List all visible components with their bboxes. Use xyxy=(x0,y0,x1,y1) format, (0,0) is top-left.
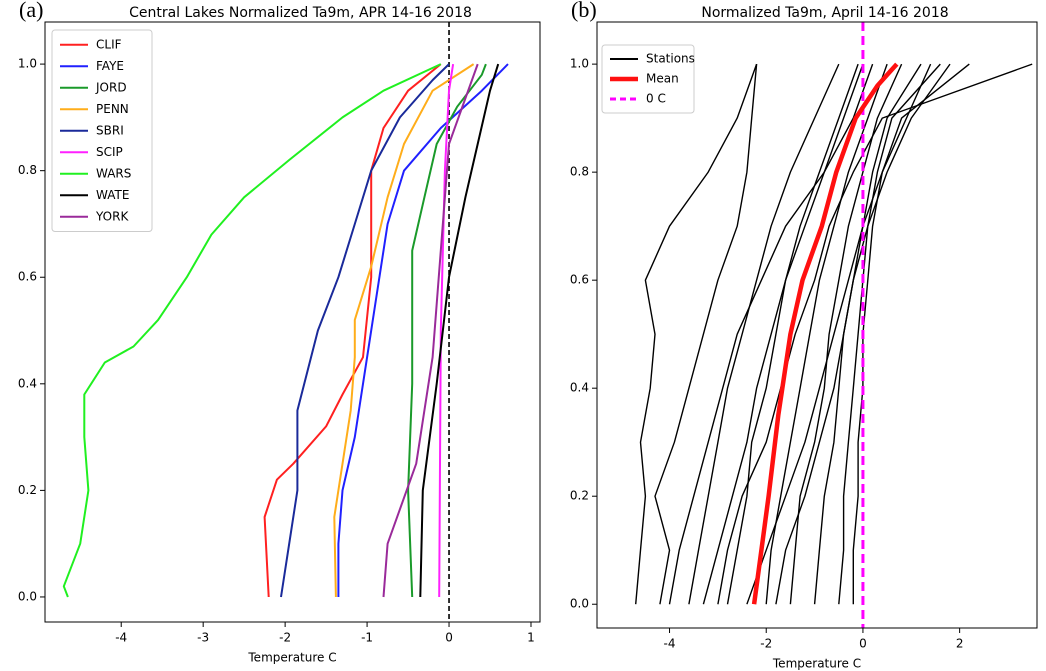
station-line xyxy=(688,63,840,605)
y-tick-label: 0.0 xyxy=(18,589,37,603)
y-tick-label: 0.8 xyxy=(18,163,37,177)
legend-box xyxy=(51,29,153,232)
series-line xyxy=(407,63,487,598)
legend-label: JORD xyxy=(95,80,127,94)
legend-label: 0 C xyxy=(646,92,666,106)
station-line xyxy=(635,63,758,605)
x-tick-label: -3 xyxy=(197,631,209,645)
y-tick-label: 0.2 xyxy=(18,483,37,497)
y-tick-label: 0.8 xyxy=(570,165,589,179)
series-line xyxy=(382,63,479,598)
legend-label: SCIP xyxy=(96,145,123,159)
y-tick-label: 0.6 xyxy=(18,270,37,284)
y-tick-label: 0.2 xyxy=(570,489,589,503)
x-tick-label: -4 xyxy=(664,637,676,651)
x-tick-label: -1 xyxy=(361,631,373,645)
x-tick-label: 1 xyxy=(527,631,535,645)
y-tick-label: 0.6 xyxy=(570,273,589,287)
series-line xyxy=(751,62,899,605)
station-line xyxy=(765,63,888,605)
y-tick-label: 0.0 xyxy=(570,597,589,611)
y-tick-label: 0.4 xyxy=(570,381,589,395)
station-line xyxy=(746,63,932,605)
station-line xyxy=(668,63,874,605)
plot-frame xyxy=(596,21,1038,629)
station-line xyxy=(838,63,941,605)
x-tick-label: -2 xyxy=(279,631,291,645)
chart-title: Normalized Ta9m, April 14-16 2018 xyxy=(701,5,948,21)
x-tick-label: 0 xyxy=(445,631,453,645)
series-line xyxy=(438,63,455,598)
legend-label: WARS xyxy=(96,166,131,180)
series-line xyxy=(337,63,509,597)
x-tick-label: -4 xyxy=(115,631,127,645)
x-tick-label: 0 xyxy=(859,637,867,651)
station-line xyxy=(775,63,951,605)
panel-label: (a) xyxy=(19,0,43,22)
series-line xyxy=(419,63,500,598)
plot-frame xyxy=(44,21,541,623)
station-line xyxy=(726,63,864,605)
x-tick-label: -2 xyxy=(760,637,772,651)
x-axis-label: Temperature C xyxy=(247,651,336,665)
series-line xyxy=(62,63,442,598)
y-tick-label: 1.0 xyxy=(570,57,589,71)
series-line xyxy=(333,63,475,598)
station-line xyxy=(654,64,758,605)
x-axis-label: Temperature C xyxy=(772,657,861,671)
series-line xyxy=(280,63,450,598)
legend-label: SBRI xyxy=(96,123,124,137)
legend-label: Stations xyxy=(646,52,695,66)
panel-label: (b) xyxy=(571,0,597,22)
chart-title: Central Lakes Normalized Ta9m, APR 14-16… xyxy=(129,5,472,21)
station-line xyxy=(702,63,859,605)
y-tick-label: 1.0 xyxy=(18,57,37,71)
legend-box xyxy=(601,44,695,114)
legend-label: CLIF xyxy=(96,37,122,51)
legend-label: Mean xyxy=(646,72,679,86)
legend-label: FAYE xyxy=(96,59,124,73)
y-tick-label: 0.4 xyxy=(18,376,37,390)
legend-label: YORK xyxy=(95,209,129,223)
legend-label: PENN xyxy=(96,102,129,116)
x-tick-label: 2 xyxy=(956,637,964,651)
legend-label: WATE xyxy=(96,188,129,202)
series-line xyxy=(263,63,442,598)
